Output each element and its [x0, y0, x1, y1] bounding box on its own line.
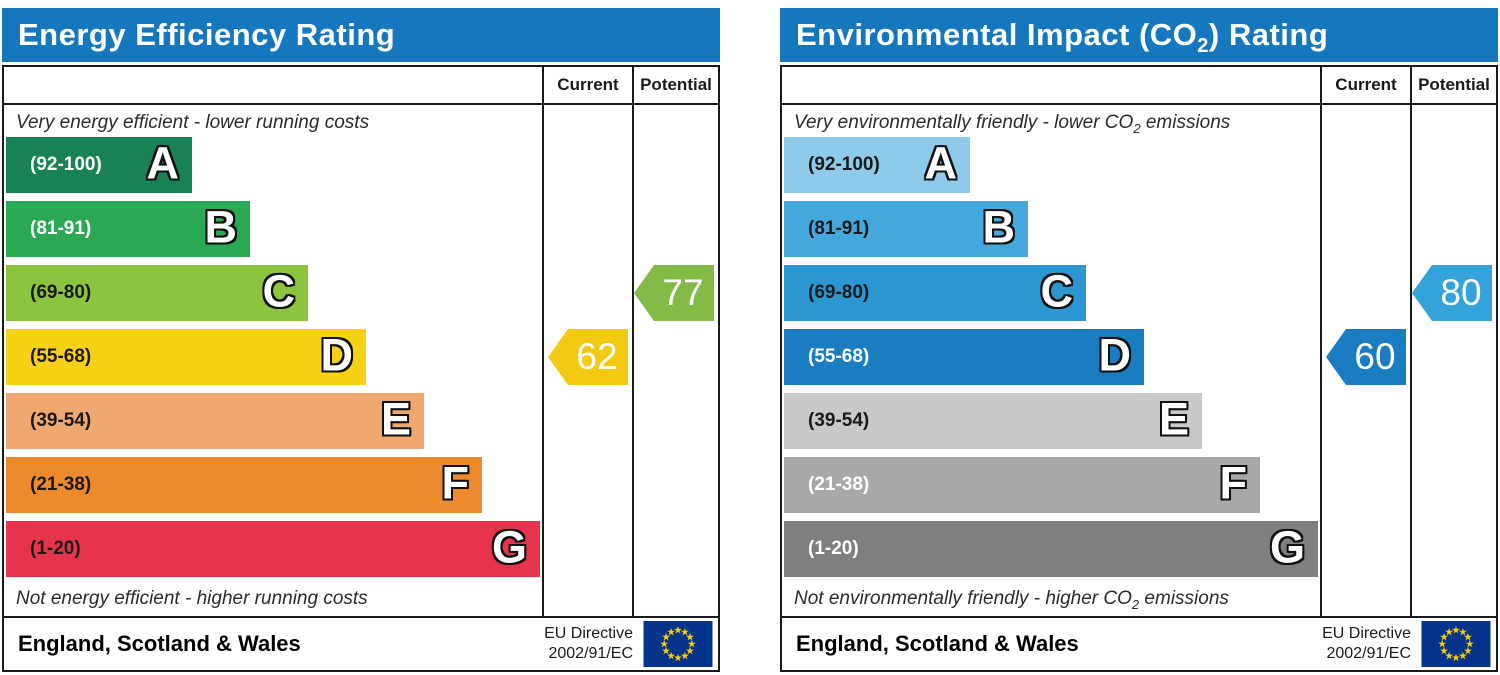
environment-table-body: Very environmentally friendly - lower CO…	[782, 105, 1496, 616]
environment-current-rating-arrow: 60	[1326, 329, 1406, 385]
band-letter: G	[491, 521, 527, 573]
energy-band-b: (81-91) B	[6, 201, 250, 257]
energy-header-spacer	[4, 67, 542, 103]
energy-current-rating-arrow: 62	[548, 329, 628, 385]
environment-potential-value: 80	[1440, 272, 1482, 313]
energy-region-label: England, Scotland & Wales	[18, 631, 301, 656]
environment-bottom-caption: Not environmentally friendly - higher CO…	[794, 588, 1229, 612]
band-range: (39-54)	[808, 410, 870, 431]
energy-chart-title-bar: Energy Efficiency Rating	[2, 8, 720, 62]
band-letter: B	[204, 201, 238, 253]
band-letter: A	[146, 137, 180, 189]
band-range: (1-20)	[808, 538, 859, 559]
band-range: (81-91)	[808, 218, 870, 239]
band-letter: B	[982, 201, 1016, 253]
environment-potential-column: 80	[1410, 105, 1496, 616]
eu-flag-icon	[1421, 621, 1491, 667]
environment-band-b: (81-91) B	[784, 201, 1028, 257]
band-letter: A	[924, 137, 958, 189]
energy-top-caption: Very energy efficient - lower running co…	[16, 112, 370, 133]
energy-rating-table: Current Potential Very energy efficient …	[2, 65, 720, 672]
band-range: (39-54)	[30, 410, 92, 431]
energy-band-d: (55-68) D	[6, 329, 366, 385]
energy-band-g: (1-20) G	[6, 521, 540, 577]
environment-rating-table: Current Potential Very environmentally f…	[780, 65, 1498, 672]
energy-bottom-caption: Not energy efficient - higher running co…	[16, 588, 368, 609]
environment-bands: (92-100) A (81-91) B (69-80) C (55-68) D	[782, 137, 1320, 577]
energy-potential-column: 77	[632, 105, 718, 616]
energy-current-value: 62	[576, 336, 618, 377]
environment-current-column: 60	[1320, 105, 1410, 616]
environment-eu-directive-label: EU Directive 2002/91/EC	[1322, 625, 1411, 662]
energy-table-header-row: Current Potential	[4, 67, 718, 105]
band-letter: C	[1040, 265, 1074, 317]
band-letter: E	[380, 393, 411, 445]
energy-band-a: (92-100) A	[6, 137, 192, 193]
environment-chart-title-bar: Environmental Impact (CO2) Rating	[780, 8, 1498, 62]
band-range: (1-20)	[30, 538, 81, 559]
environment-band-g: (1-20) G	[784, 521, 1318, 577]
environment-top-caption: Very environmentally friendly - lower CO…	[794, 112, 1231, 136]
energy-potential-column-header: Potential	[632, 67, 718, 103]
environmental-impact-chart: Environmental Impact (CO2) Rating Curren…	[780, 8, 1498, 672]
energy-potential-rating-arrow: 77	[634, 265, 714, 321]
environment-header-spacer	[782, 67, 1320, 103]
band-range: (55-68)	[30, 346, 92, 367]
environment-band-d: (55-68) D	[784, 329, 1144, 385]
eu-flag-icon	[643, 621, 713, 667]
energy-potential-value: 77	[662, 272, 704, 313]
band-letter: D	[1098, 329, 1132, 381]
environment-band-c: (69-80) C	[784, 265, 1086, 321]
energy-efficiency-chart: Energy Efficiency Rating Current Potenti…	[2, 8, 720, 672]
band-range: (55-68)	[808, 346, 870, 367]
band-range: (92-100)	[808, 154, 880, 175]
energy-table-body: Very energy efficient - lower running co…	[4, 105, 718, 616]
band-letter: E	[1158, 393, 1189, 445]
energy-current-column-header: Current	[542, 67, 632, 103]
band-range: (21-38)	[808, 474, 870, 495]
energy-eu-directive-label: EU Directive 2002/91/EC	[544, 625, 633, 662]
band-letter: F	[1219, 457, 1248, 509]
band-letter: D	[320, 329, 354, 381]
band-letter: C	[262, 265, 296, 317]
energy-band-c: (69-80) C	[6, 265, 308, 321]
environment-potential-rating-arrow: 80	[1412, 265, 1492, 321]
band-range: (69-80)	[808, 282, 870, 303]
energy-current-column: 62	[542, 105, 632, 616]
environment-band-area: Very environmentally friendly - lower CO…	[782, 105, 1320, 616]
environment-potential-column-header: Potential	[1410, 67, 1496, 103]
band-range: (69-80)	[30, 282, 92, 303]
energy-band-e: (39-54) E	[6, 393, 424, 449]
band-range: (21-38)	[30, 474, 92, 495]
environment-chart-title: Environmental Impact (CO2) Rating	[796, 17, 1329, 58]
band-range: (92-100)	[30, 154, 102, 175]
environment-current-column-header: Current	[1320, 67, 1410, 103]
energy-chart-title: Energy Efficiency Rating	[18, 17, 396, 52]
energy-bands: (92-100) A (81-91) B (69-80) C (55-68) D	[4, 137, 542, 577]
environment-band-f: (21-38) F	[784, 457, 1260, 513]
environment-current-value: 60	[1354, 336, 1396, 377]
environment-table-footer: England, Scotland & Wales EU Directive 2…	[782, 616, 1496, 670]
environment-region-label: England, Scotland & Wales	[796, 631, 1079, 656]
environment-band-a: (92-100) A	[784, 137, 970, 193]
environment-table-header-row: Current Potential	[782, 67, 1496, 105]
energy-table-footer: England, Scotland & Wales EU Directive 2…	[4, 616, 718, 670]
energy-band-f: (21-38) F	[6, 457, 482, 513]
band-letter: G	[1269, 521, 1305, 573]
environment-band-e: (39-54) E	[784, 393, 1202, 449]
energy-band-area: Very energy efficient - lower running co…	[4, 105, 542, 616]
band-range: (81-91)	[30, 218, 92, 239]
band-letter: F	[441, 457, 470, 509]
